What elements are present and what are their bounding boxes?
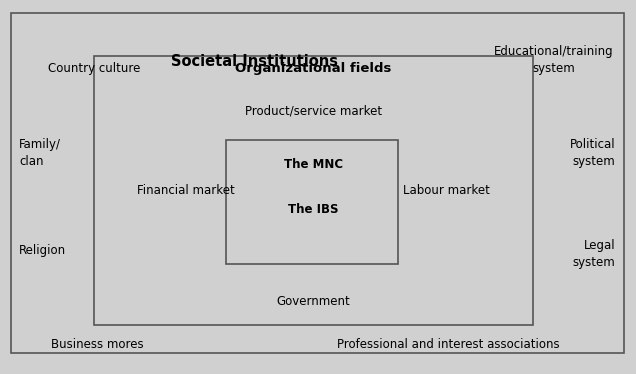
- Text: Labour market: Labour market: [403, 184, 490, 197]
- Text: Societal Institutions: Societal Institutions: [171, 54, 338, 69]
- Text: Family/
clan: Family/ clan: [19, 138, 61, 168]
- Text: Financial market: Financial market: [137, 184, 235, 197]
- Text: Political
system: Political system: [570, 138, 616, 168]
- Text: Organizational fields: Organizational fields: [235, 62, 392, 75]
- Text: Country culture: Country culture: [48, 62, 140, 75]
- Text: Business mores: Business mores: [51, 338, 144, 351]
- Text: Product/service market: Product/service market: [245, 105, 382, 118]
- Text: Religion: Religion: [19, 244, 66, 257]
- Text: The IBS: The IBS: [288, 203, 339, 216]
- Text: The MNC: The MNC: [284, 158, 343, 171]
- Bar: [226, 140, 398, 264]
- Text: Educational/training
system: Educational/training system: [494, 45, 613, 75]
- Text: Legal
system: Legal system: [573, 239, 616, 269]
- Text: Professional and interest associations: Professional and interest associations: [337, 338, 560, 351]
- Text: Government: Government: [277, 295, 350, 307]
- Bar: [94, 56, 533, 325]
